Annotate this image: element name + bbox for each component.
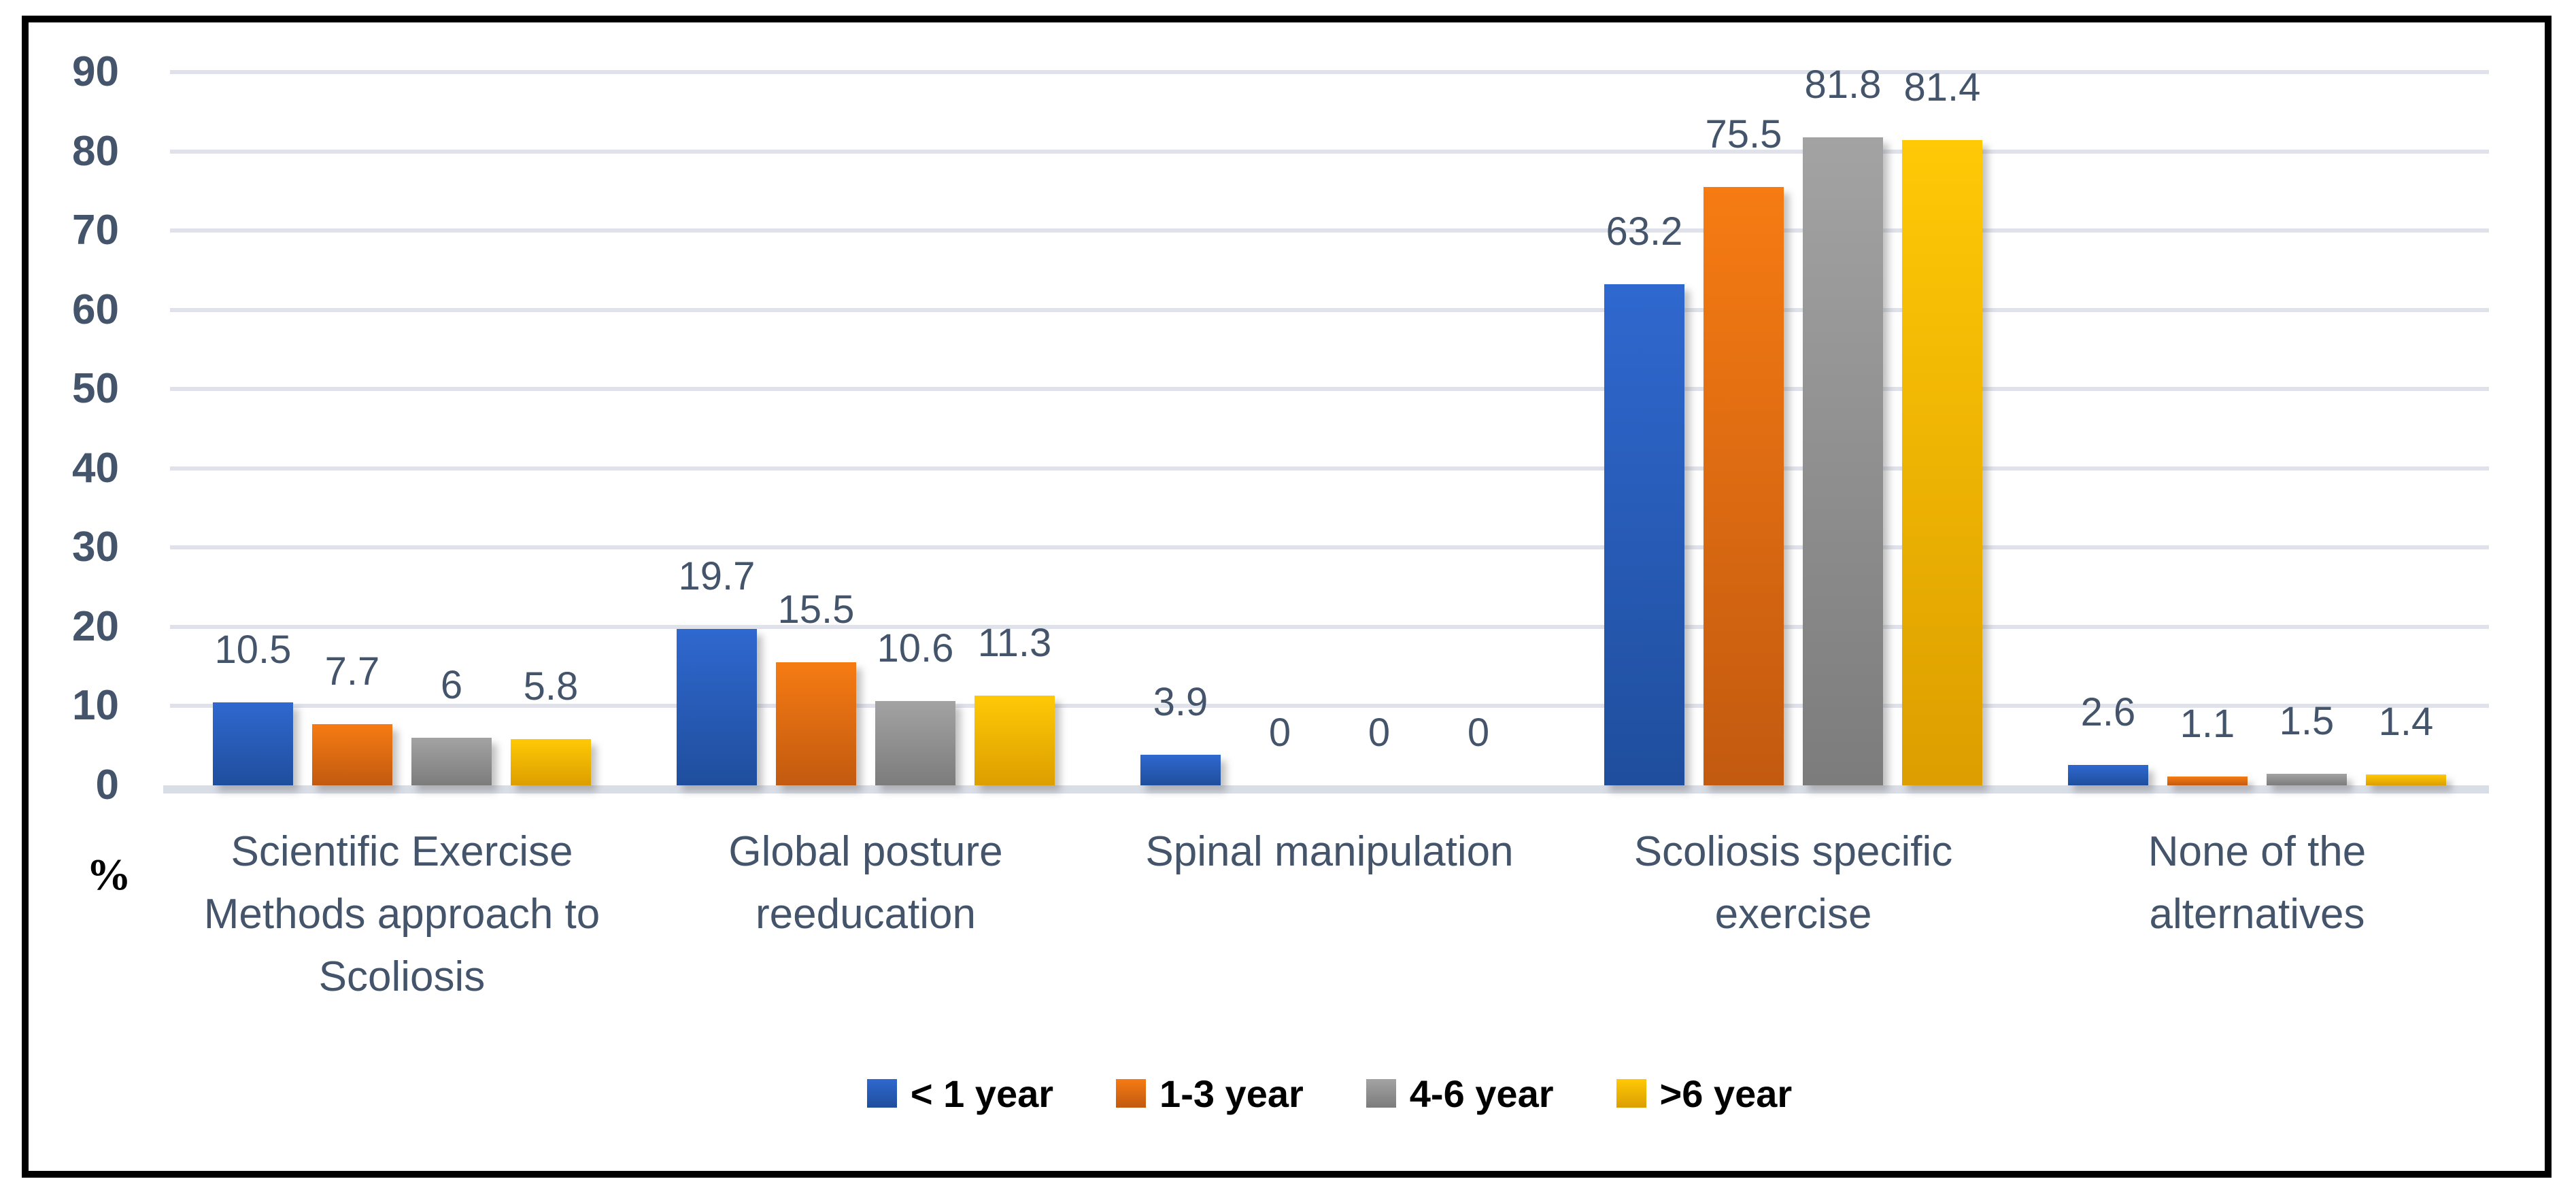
category-label: Scoliosis specific exercise <box>1561 821 2025 1008</box>
category-label-line: reeducation <box>755 891 977 938</box>
y-tick-label: 30 <box>72 524 119 571</box>
baseline-axis-line <box>163 785 2489 794</box>
gridline <box>170 624 2489 629</box>
category-label-line: None of the <box>2148 828 2367 875</box>
gridline <box>170 307 2489 312</box>
bar <box>1140 754 1221 785</box>
value-label: 11.3 <box>977 621 1052 666</box>
bar <box>2366 774 2446 785</box>
y-tick-label: 0 <box>95 762 119 808</box>
bar <box>312 724 392 785</box>
bar <box>411 738 492 785</box>
legend-label: < 1 year <box>910 1072 1054 1115</box>
legend-marker <box>1616 1079 1646 1108</box>
bar <box>2267 773 2347 785</box>
y-tick-label: 70 <box>72 207 119 254</box>
bar <box>776 662 856 785</box>
figure-frame <box>22 16 2552 1178</box>
y-axis-unit-label: % <box>86 850 131 900</box>
gridline <box>170 704 2489 709</box>
category-label-line: Methods approach to <box>203 891 600 938</box>
category-label: Scientific Exercise Methods approach to Sc… <box>170 821 634 1008</box>
y-tick-label: 50 <box>72 365 119 413</box>
bar <box>875 701 955 785</box>
legend-label: 1-3 year <box>1159 1072 1304 1115</box>
gridline <box>170 228 2489 233</box>
category-label-line: exercise <box>1714 891 1872 938</box>
legend-item: >6 year <box>1616 1072 1793 1116</box>
value-label: 1.4 <box>2378 699 2434 744</box>
value-label: 19.7 <box>678 554 756 599</box>
category-axis: Scientific Exercise Methods approach to Sc… <box>170 821 2489 1008</box>
plot-area: 10.5 7.7 6 5.8 19.7 15.5 10.6 11.3 3.9 0 0 0 63.2 75.… <box>170 63 2489 785</box>
y-tick-label: 10 <box>72 682 119 730</box>
category-label-line: alternatives <box>2149 891 2365 938</box>
legend-label: 4-6 year <box>1409 1072 1554 1115</box>
legend-marker <box>1116 1079 1147 1108</box>
bar <box>1902 140 1982 785</box>
value-label: 15.5 <box>777 587 855 632</box>
gridline <box>170 70 2489 74</box>
gridline <box>170 149 2489 154</box>
value-label: 0 <box>1268 711 1291 755</box>
bar <box>2167 777 2248 785</box>
category-label-line: Global posture <box>728 828 1003 875</box>
category-label-line: Scoliosis specific <box>1633 828 1953 875</box>
gridline <box>170 545 2489 550</box>
legend-marker <box>1366 1079 1396 1108</box>
y-tick-label: 20 <box>72 602 119 650</box>
legend-item: 4-6 year <box>1366 1072 1554 1116</box>
value-label: 7.7 <box>324 649 380 694</box>
y-tick-label: 40 <box>72 444 119 492</box>
bar <box>677 629 757 785</box>
y-tick-label: 60 <box>72 286 119 333</box>
value-label: 1.1 <box>2180 702 2235 747</box>
gridline <box>170 466 2489 471</box>
value-label: 2.6 <box>2080 689 2136 734</box>
value-label: 3.9 <box>1153 679 1208 724</box>
gridline <box>170 387 2489 392</box>
category-label: Spinal manipulation <box>1098 821 1561 1008</box>
bar <box>2068 764 2148 785</box>
value-label: 0 <box>1368 711 1391 755</box>
category-label: None of the alternatives <box>2025 821 2489 1008</box>
y-tick-label: 80 <box>72 127 119 175</box>
value-label: 81.4 <box>1903 65 1981 110</box>
y-tick-label: 90 <box>72 48 119 95</box>
category-label-line: Scoliosis <box>318 953 486 1000</box>
value-label: 5.8 <box>523 664 579 709</box>
value-label: 63.2 <box>1606 209 1683 254</box>
value-label: 75.5 <box>1705 112 1782 157</box>
legend-item: < 1 year <box>866 1072 1054 1116</box>
legend-marker <box>866 1079 897 1108</box>
value-label: 10.5 <box>214 627 292 672</box>
bar <box>1803 137 1883 785</box>
bar <box>975 696 1055 785</box>
bar <box>1704 187 1784 785</box>
bar <box>1604 284 1684 785</box>
bar <box>511 739 591 785</box>
value-label: 6 <box>440 663 463 708</box>
category-label-line: Scientific Exercise <box>231 828 573 875</box>
value-label: 0 <box>1467 711 1490 755</box>
legend-item: 1-3 year <box>1116 1072 1304 1116</box>
legend-label: >6 year <box>1659 1072 1793 1115</box>
value-label: 1.5 <box>2279 698 2335 743</box>
legend: < 1 year 1-3 year 4-6 year >6 year <box>170 1066 2489 1121</box>
value-label: 10.6 <box>877 626 954 671</box>
y-axis: 0 10 20 30 40 50 60 70 80 90 <box>0 48 119 808</box>
value-label: 81.8 <box>1804 62 1882 107</box>
category-label-line: Spinal manipulation <box>1145 828 1514 875</box>
category-label: Global posture reeducation <box>634 821 1098 1008</box>
bar <box>213 702 293 785</box>
